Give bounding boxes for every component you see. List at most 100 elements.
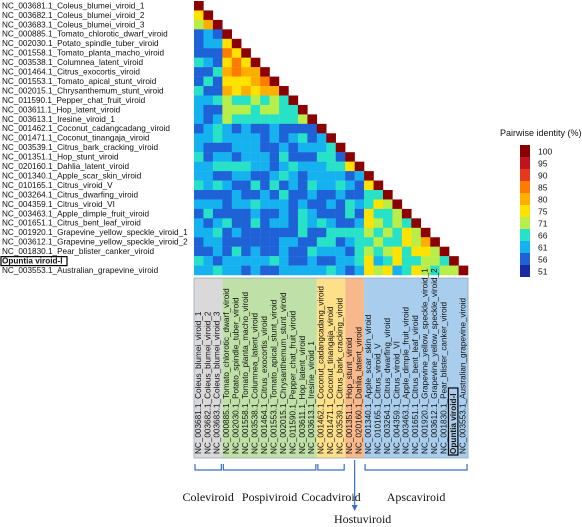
matrix-cell [222,218,232,228]
matrix-cell [401,246,412,257]
matrix-cell [203,152,214,162]
column-label: NC_003613.1_Iresine_viroid_1 [307,341,316,454]
matrix-cell [420,246,431,257]
matrix-cell [222,246,232,257]
matrix-cell [354,256,365,266]
matrix-cell [364,199,374,210]
genus-band [316,278,346,458]
matrix-cell [288,142,299,153]
row-label: NC_003613.1_Iresine_viroid_1 [2,115,115,124]
matrix-cell [231,133,242,143]
matrix-cell [250,171,261,181]
matrix-cell [231,76,242,87]
matrix-cell [288,95,299,106]
matrix-cell [203,19,214,30]
matrix-cell [439,265,450,276]
matrix-cell [212,190,223,200]
matrix-cell [222,171,232,181]
matrix-cell [335,171,346,181]
matrix-cell [279,171,289,181]
matrix-cell [307,171,318,181]
matrix-cell [269,227,280,238]
column-label: NC_003682.1_Coleus_blumei_viroid_2 [203,311,212,454]
matrix-cell [269,95,280,106]
legend-swatch [520,205,530,217]
matrix-cell [194,67,204,77]
row-label: NC_001920.1_Grapevine_yellow_speckle_vir… [2,228,188,237]
matrix-cell [269,76,280,87]
matrix-cell [288,246,299,257]
matrix-cell [194,10,204,21]
matrix-cell [269,190,280,200]
row-label: NC_003538.1_Columnea_latent_viroid [2,58,144,67]
matrix-cell [345,152,355,162]
matrix-cell [194,256,204,266]
matrix-cell [250,76,261,87]
matrix-cell [316,218,327,228]
matrix-cell [307,133,318,143]
matrix-cell [373,190,384,200]
matrix-cell [222,57,232,68]
matrix-cell [373,180,384,191]
matrix-cell [364,218,374,228]
matrix-cell [345,246,355,257]
matrix-cell [231,256,242,266]
matrix-cell [212,218,223,228]
matrix-cell [231,57,242,68]
matrix-cell [260,190,270,200]
matrix-cell [250,208,261,219]
matrix-cell [260,180,270,191]
matrix-cell [194,246,204,257]
matrix-cell [212,208,223,219]
matrix-cell [231,246,242,257]
matrix-cell [194,114,204,125]
column-label: NC_003611.1_Hop_latent_viroid [298,335,307,454]
matrix-cell [222,104,232,115]
genus-bracket [194,464,222,471]
matrix-cell [269,114,280,125]
matrix-cell [241,152,251,162]
matrix-cell [354,265,365,276]
row-label: NC_003539.1_Citrus_bark_cracking_viroid [2,143,159,152]
matrix-cell [307,180,318,191]
matrix-cell [241,246,251,257]
matrix-cell [269,218,280,228]
matrix-cell [354,237,365,247]
matrix-cell [420,256,431,266]
matrix-cell [288,208,299,219]
matrix-cell [222,86,232,96]
column-label: NC_001340.1_Apple_scar_skin_viroid [364,314,373,454]
matrix-cell [241,265,251,276]
matrix-cell [364,256,374,266]
matrix-cell [241,227,251,238]
matrix-cell [326,180,336,191]
matrix-cell [345,208,355,219]
matrix-cell [345,190,355,200]
matrix-cell [411,227,421,238]
matrix-cell [279,218,289,228]
matrix-cell [449,265,459,276]
matrix-cell [383,218,393,228]
matrix-cell [411,218,421,228]
matrix-cell [203,171,214,181]
matrix-cell [241,86,251,96]
matrix-cell [203,48,214,58]
matrix-cell [250,265,261,276]
matrix-cell [392,199,403,210]
matrix-cell [250,227,261,238]
matrix-cell [354,161,365,172]
matrix-cell [260,114,270,125]
legend-tick-label: 80 [538,194,548,204]
matrix-cell [250,237,261,247]
genus-bracket [317,464,345,471]
legend-tick-label: 95 [538,158,548,168]
matrix-cell [203,142,214,153]
matrix-cell [250,256,261,266]
matrix-cell [212,199,223,210]
matrix-cell [316,256,327,266]
matrix-cell [307,123,318,134]
column-label: NC_003683.1_Coleus_blumei_viroid_3 [213,311,222,454]
legend-swatch [520,241,530,253]
matrix-cell [212,133,223,143]
matrix-cell [231,199,242,210]
